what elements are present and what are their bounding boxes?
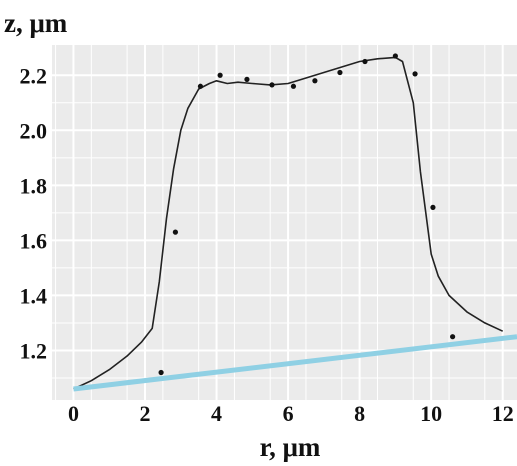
y-ticks: 1.2 1.4 1.6 1.8 2.0 2.2 [20,63,48,363]
data-point [430,204,436,210]
x-tick-label: 8 [354,401,365,426]
data-point [197,83,204,89]
data-point [172,229,179,235]
profile-line [73,56,504,390]
data-point [450,334,456,340]
baseline-line [73,334,517,392]
x-tick-label: 4 [211,401,222,426]
plot-background [52,45,517,400]
y-tick-label: 1.4 [20,283,48,308]
x-tick-label: 2 [140,401,151,426]
x-tick-label: 10 [420,401,442,426]
x-tick-label: 12 [492,401,514,426]
y-tick-label: 1.6 [20,228,48,253]
data-point [217,72,223,78]
x-axis-title: r, μm [260,432,321,462]
y-tick-label: 1.2 [20,338,48,363]
data-point [312,78,318,84]
data-point [362,58,368,65]
data-point [412,71,418,77]
x-tick-label: 0 [68,401,79,426]
data-point [269,82,275,88]
y-axis-title: z, μm [4,8,68,38]
data-point [392,53,398,59]
x-ticks: 0 2 4 6 8 10 12 [68,401,514,426]
y-tick-label: 2.0 [20,118,48,143]
x-tick-label: 6 [283,401,294,426]
data-point [290,83,297,89]
data-point [244,76,250,82]
y-tick-label: 1.8 [20,173,48,198]
series-layer [73,53,517,392]
y-tick-label: 2.2 [20,63,48,88]
data-point [158,369,164,376]
data-point [337,69,343,76]
